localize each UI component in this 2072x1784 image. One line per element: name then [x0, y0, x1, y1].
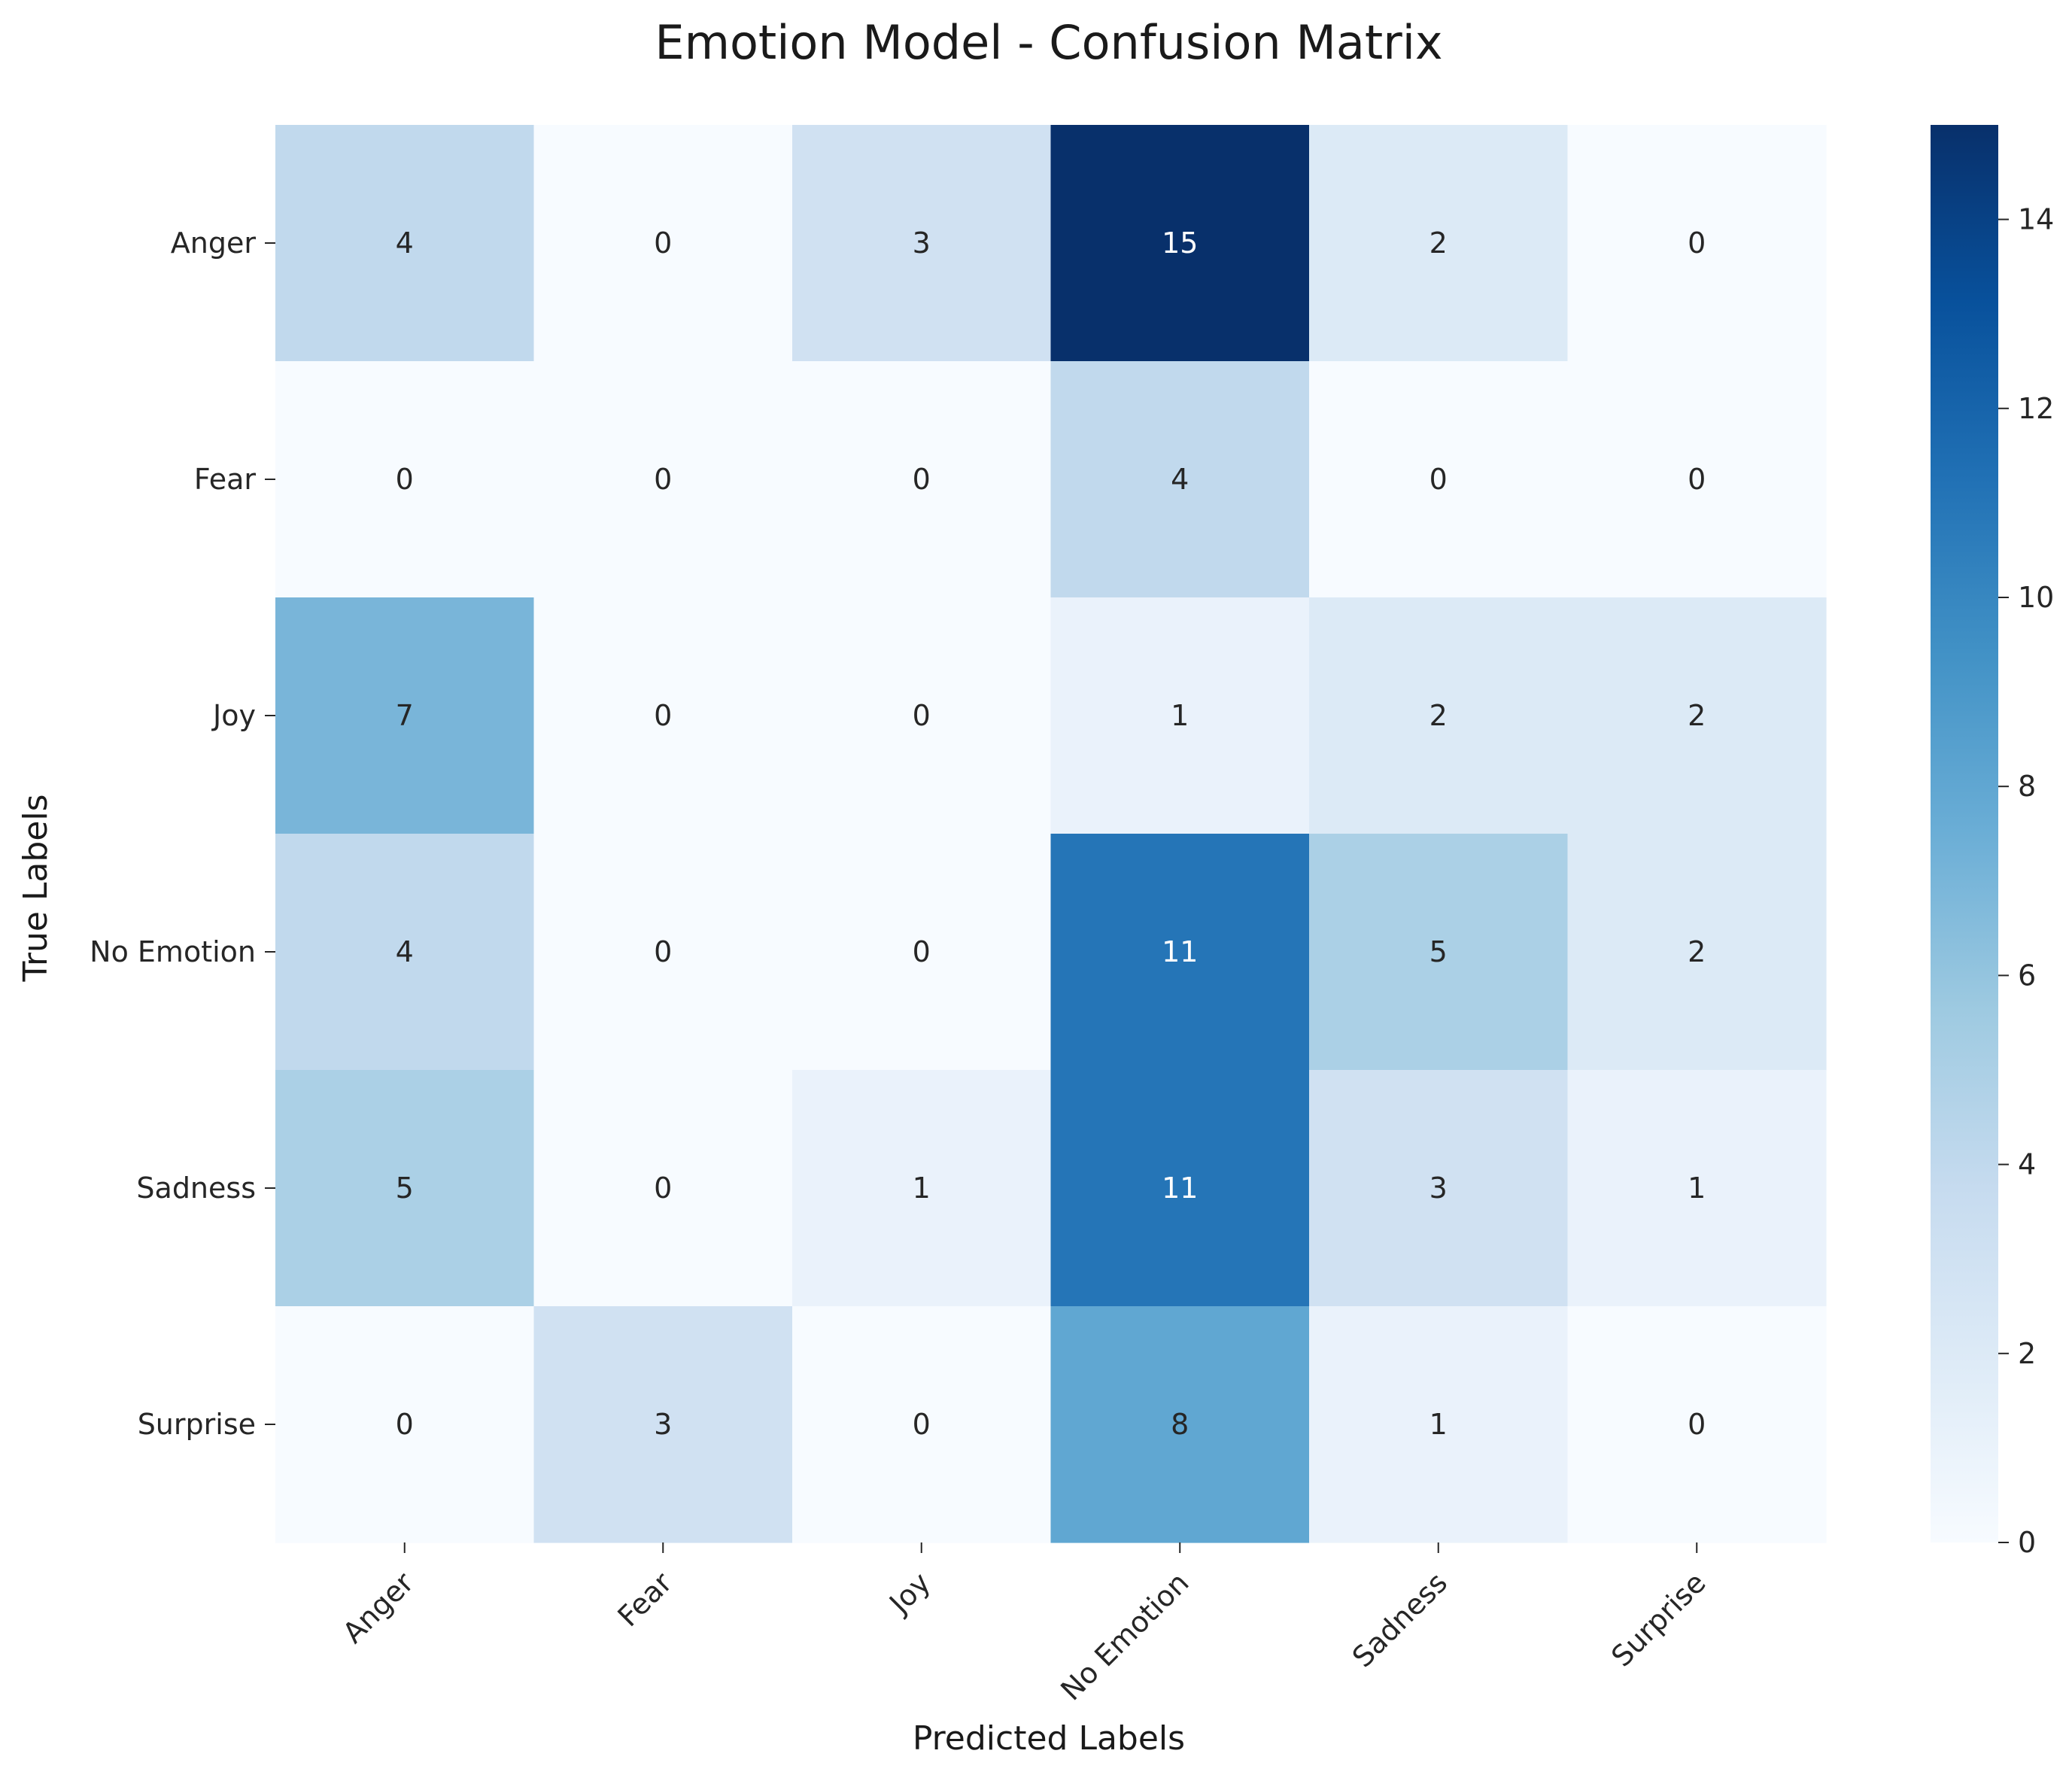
heatmap-cell	[792, 1070, 1052, 1307]
heatmap-cell	[1567, 361, 1827, 598]
cell-value-label: 0	[913, 1408, 931, 1441]
cell-value-label: 7	[396, 699, 414, 732]
cell-value-label: 0	[1688, 226, 1706, 260]
heatmap-cell	[1309, 1070, 1569, 1307]
cell-value-label: 1	[1429, 1408, 1448, 1441]
cell-value-label: 8	[1171, 1408, 1189, 1441]
heatmap-cell	[1567, 834, 1827, 1071]
cell-value-label: 0	[654, 699, 672, 732]
heatmap-cell	[533, 1070, 793, 1307]
cell-value-label: 11	[1162, 935, 1198, 968]
heatmap-cell	[533, 361, 793, 598]
y-tick-label: No Emotion	[90, 935, 256, 968]
cell-value-label: 5	[1429, 935, 1448, 968]
heatmap-cell	[275, 834, 535, 1071]
cell-value-label: 4	[1171, 463, 1189, 496]
y-tick-label: Joy	[211, 699, 256, 732]
y-tick-label: Surprise	[138, 1408, 256, 1441]
cell-annotations: 4 0 3 15 2 00 0 0 4 0 07 0 0 1 2 24 0 0 11 5 25 0 1 11 3 10 3 0 8 1 0	[396, 226, 1706, 1441]
colorbar-tick-label: 14	[2018, 203, 2054, 236]
colorbar-tick-label: 12	[2018, 392, 2054, 425]
cell-value-label: 2	[1688, 699, 1706, 732]
cell-value-label: 4	[396, 935, 414, 968]
cell-value-label: 0	[654, 1172, 672, 1205]
cell-value-label: 1	[913, 1172, 931, 1205]
y-axis-label: True Labels	[17, 794, 55, 982]
heatmap-cell	[1567, 1070, 1827, 1307]
cell-value-label: 0	[1688, 1408, 1706, 1441]
cell-value-label: 0	[654, 935, 672, 968]
y-tick-label: Anger	[171, 226, 257, 260]
heatmap-cell	[533, 1306, 793, 1543]
heatmap-cell	[1050, 125, 1310, 362]
heatmap-cell	[533, 597, 793, 834]
heatmap-cell	[1309, 1306, 1569, 1543]
y-tick-label: Sadness	[136, 1172, 256, 1205]
cell-value-label: 0	[1429, 463, 1448, 496]
cell-value-label: 0	[654, 463, 672, 496]
heatmap-cell	[275, 1070, 535, 1307]
cell-value-label: 2	[1429, 699, 1448, 732]
heatmap-cell	[792, 1306, 1052, 1543]
cell-value-label: 0	[396, 463, 414, 496]
cell-value-label: 0	[913, 699, 931, 732]
heatmap-cell	[275, 125, 535, 362]
colorbar-tick-label: 4	[2018, 1148, 2036, 1181]
cell-value-label: 2	[1688, 935, 1706, 968]
cell-value-label: 0	[913, 463, 931, 496]
heatmap-cell	[792, 597, 1052, 834]
heatmap-cell	[275, 1306, 535, 1543]
colorbar-gradient	[1931, 125, 1998, 1542]
heatmap-cell	[1309, 597, 1569, 834]
chart-title: Emotion Model - Confusion Matrix	[655, 15, 1442, 70]
cell-value-label: 1	[1171, 699, 1189, 732]
heatmap-cell	[1567, 597, 1827, 834]
heatmap-cell	[1567, 125, 1827, 362]
heatmap-cell	[533, 125, 793, 362]
heatmap-cell	[1050, 597, 1310, 834]
heatmap-cell	[792, 125, 1052, 362]
heatmap-cell	[792, 834, 1052, 1071]
cell-value-label: 15	[1162, 226, 1198, 260]
heatmap-cell	[533, 834, 793, 1071]
colorbar: 0 2 4 6 8 10 12 14	[1931, 125, 2054, 1559]
heatmap-cell	[792, 361, 1052, 598]
cell-value-label: 3	[1429, 1172, 1448, 1205]
heatmap-cells	[275, 125, 1827, 1543]
colorbar-tick-label: 2	[2018, 1337, 2036, 1370]
cell-value-label: 3	[654, 1408, 672, 1441]
heatmap-cell	[1050, 834, 1310, 1071]
heatmap-cell	[275, 597, 535, 834]
x-axis-label: Predicted Labels	[913, 1719, 1185, 1758]
cell-value-label: 4	[396, 226, 414, 260]
cell-value-label: 3	[913, 226, 931, 260]
heatmap-cell	[1567, 1306, 1827, 1543]
heatmap-cell	[1050, 1070, 1310, 1307]
cell-value-label: 11	[1162, 1172, 1198, 1205]
cell-value-label: 1	[1688, 1172, 1706, 1205]
heatmap-cell	[1309, 361, 1569, 598]
heatmap-cell	[1309, 834, 1569, 1071]
cell-value-label: 5	[396, 1172, 414, 1205]
cell-value-label: 0	[913, 935, 931, 968]
heatmap-cell	[1050, 1306, 1310, 1543]
colorbar-tick-label: 8	[2018, 770, 2036, 803]
heatmap-cell	[275, 361, 535, 598]
cell-value-label: 2	[1429, 226, 1448, 260]
heatmap-cell	[1050, 361, 1310, 598]
heatmap-cell	[1309, 125, 1569, 362]
cell-value-label: 0	[654, 226, 672, 260]
y-axis-ticks: Anger Fear Joy No Emotion Sadness Surprise	[90, 226, 275, 1441]
colorbar-tick-label: 0	[2018, 1526, 2036, 1559]
y-tick-label: Fear	[194, 463, 256, 496]
cell-value-label: 0	[1688, 463, 1706, 496]
colorbar-tick-label: 10	[2018, 581, 2054, 614]
colorbar-tick-label: 6	[2018, 959, 2036, 992]
cell-value-label: 0	[396, 1408, 414, 1441]
